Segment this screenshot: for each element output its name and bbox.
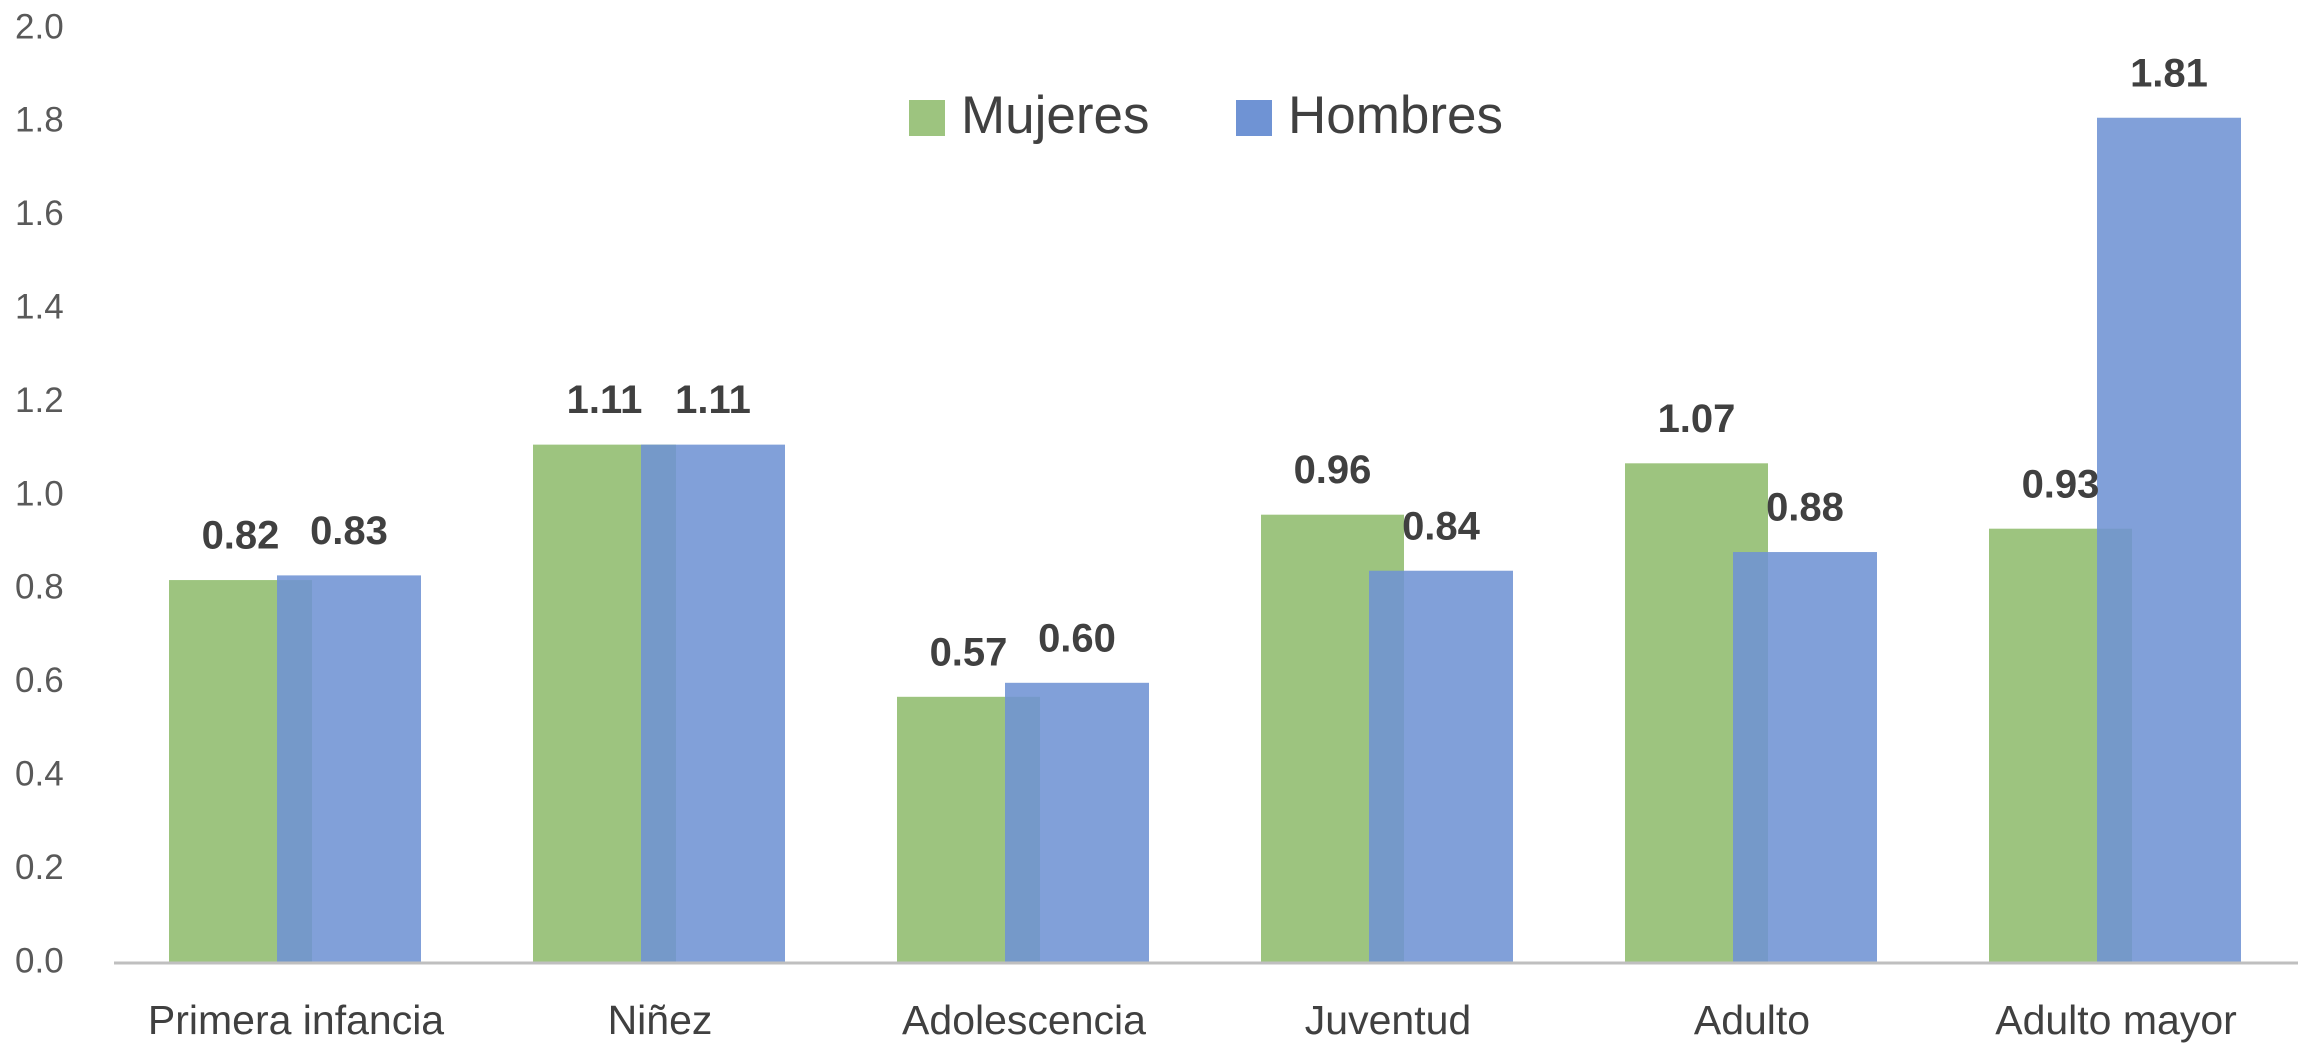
value-label: 0.83 [310, 509, 388, 553]
y-tick-label: 1.6 [15, 194, 64, 233]
y-tick-label: 0.0 [15, 941, 64, 980]
y-tick-label: 0.2 [15, 848, 64, 887]
bar [1369, 570, 1513, 963]
value-label: 0.88 [1766, 486, 1844, 530]
value-label: 0.96 [1294, 448, 1372, 492]
y-tick-label: 0.6 [15, 661, 64, 700]
legend-swatch [1236, 100, 1272, 136]
bar [1005, 682, 1149, 963]
value-label: 0.93 [2022, 462, 2100, 506]
legend-label: Hombres [1288, 86, 1503, 145]
y-tick-label: 1.0 [15, 474, 64, 513]
y-tick-label: 1.8 [15, 101, 64, 140]
value-label: 1.81 [2130, 51, 2208, 95]
value-label: 0.84 [1402, 504, 1481, 548]
y-tick-label: 0.8 [15, 568, 64, 607]
bar [2097, 117, 2241, 964]
value-label: 1.11 [567, 378, 643, 422]
value-label: 0.82 [202, 514, 280, 558]
x-tick-label: Niñez [608, 997, 713, 1043]
value-label: 1.11 [675, 378, 751, 422]
value-label: 1.07 [1658, 397, 1736, 441]
x-tick-label: Adolescencia [902, 997, 1146, 1043]
legend-label: Mujeres [961, 86, 1150, 145]
value-label: 0.57 [930, 630, 1008, 674]
x-tick-label: Adulto mayor [1995, 997, 2237, 1043]
y-tick-label: 0.4 [15, 754, 64, 793]
value-label: 0.60 [1038, 616, 1116, 660]
x-tick-label: Primera infancia [148, 997, 444, 1043]
y-tick-label: 1.4 [15, 287, 64, 326]
bar [641, 444, 785, 963]
legend-swatch [909, 100, 945, 136]
y-tick-label: 1.2 [15, 381, 64, 420]
x-tick-label: Adulto [1694, 997, 1810, 1043]
bar [277, 575, 421, 963]
bar [1733, 552, 1877, 963]
x-tick-label: Juventud [1305, 997, 1471, 1043]
y-tick-label: 2.0 [15, 7, 64, 46]
